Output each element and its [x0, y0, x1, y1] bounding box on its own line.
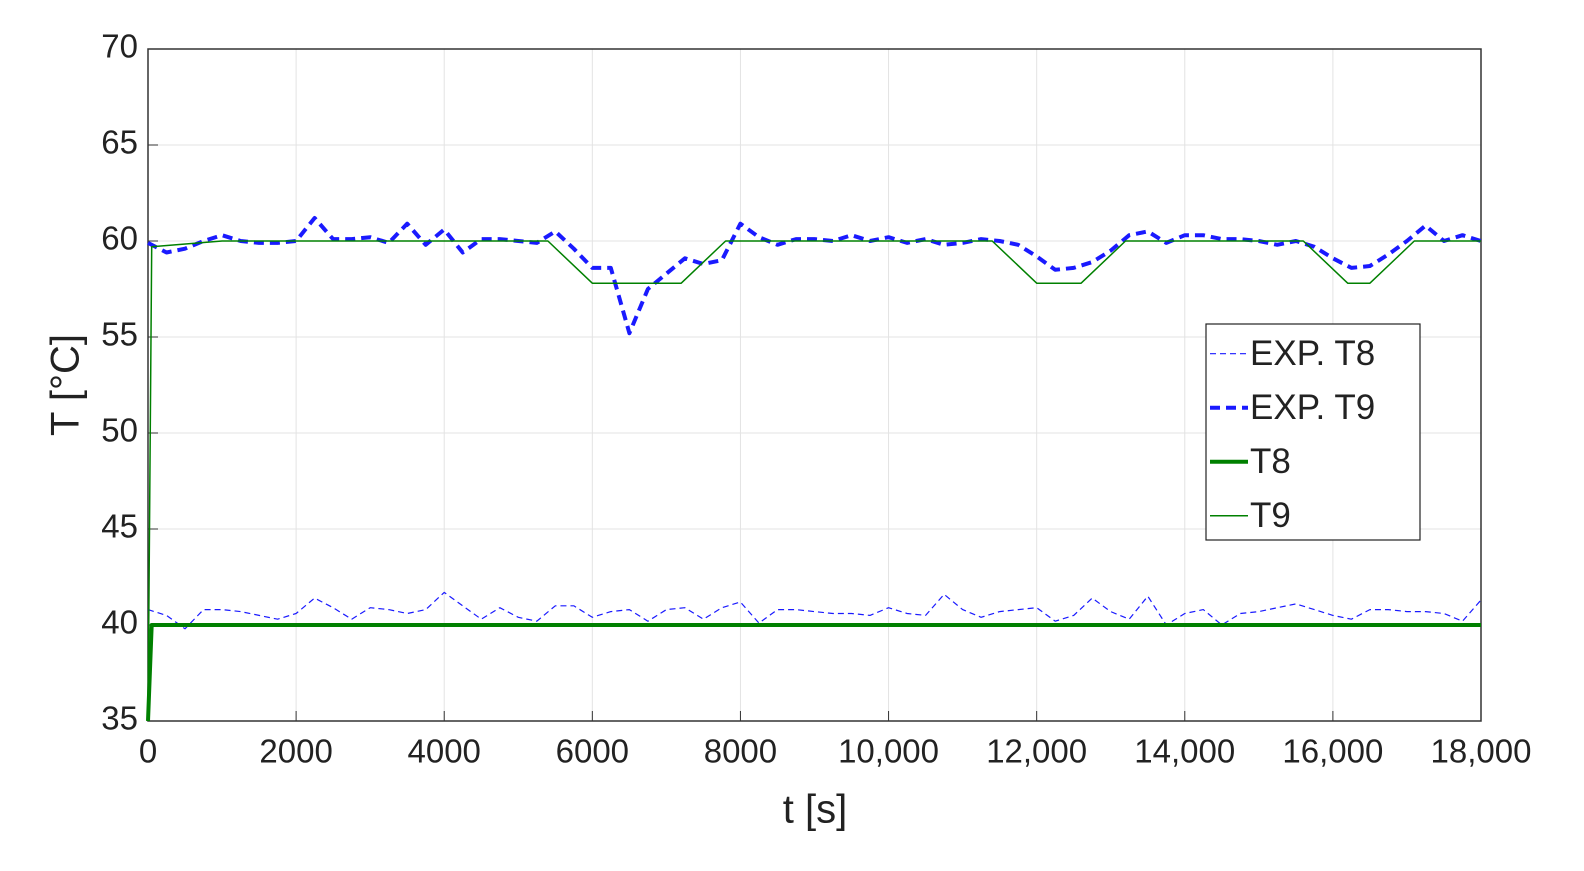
x-tick-label: 16,000 [1282, 733, 1383, 770]
x-axis-label: t [s] [783, 788, 847, 832]
legend-label: EXP. T9 [1250, 388, 1375, 427]
x-tick-label: 10,000 [838, 733, 939, 770]
y-tick-label: 70 [101, 28, 138, 65]
y-tick-label: 55 [101, 316, 138, 353]
x-tick-label: 8000 [704, 733, 777, 770]
y-axis-label: T [°C] [44, 334, 88, 436]
legend-label: T8 [1250, 442, 1291, 481]
x-tick-label: 6000 [556, 733, 629, 770]
series-line [146, 623, 1481, 722]
y-tick-label: 35 [101, 700, 138, 737]
x-tick-label: 4000 [408, 733, 481, 770]
x-tick-label: 14,000 [1134, 733, 1235, 770]
y-tick-label: 65 [101, 124, 138, 161]
x-tick-label: 2000 [259, 733, 332, 770]
x-tick-label: 12,000 [986, 733, 1087, 770]
y-tick-label: 40 [101, 604, 138, 641]
x-tick-label: 18,000 [1431, 733, 1532, 770]
y-tick-label: 50 [101, 412, 138, 449]
y-tick-label: 45 [101, 508, 138, 545]
legend-box [1205, 323, 1421, 541]
series-line [147, 591, 1482, 630]
series-line [147, 240, 1481, 722]
legend-label: T9 [1250, 496, 1291, 535]
plot-frame [147, 48, 1482, 722]
x-tick-label: 0 [139, 733, 157, 770]
legend-label: EXP. T8 [1250, 334, 1375, 373]
y-tick-label: 60 [101, 220, 138, 257]
